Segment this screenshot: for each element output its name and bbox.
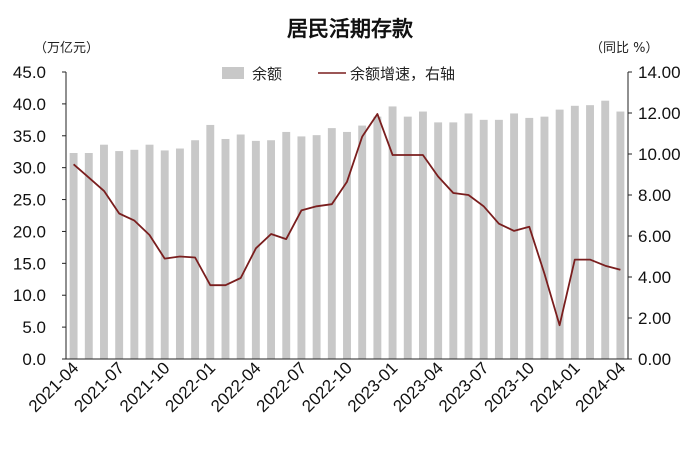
legend-bar-swatch [222, 67, 244, 79]
left-tick-label: 15.0 [13, 254, 46, 273]
bar [115, 151, 124, 359]
x-tick-label: 2021-10 [116, 358, 174, 416]
bar [282, 131, 291, 359]
left-tick-label: 20.0 [13, 222, 46, 241]
x-tick-label: 2022-01 [162, 358, 220, 416]
x-tick-label: 2022-10 [298, 358, 356, 416]
bar [388, 106, 397, 359]
bar [464, 113, 473, 359]
bar [418, 111, 427, 359]
bar [145, 144, 154, 359]
x-tick-label: 2022-07 [253, 358, 311, 416]
right-tick-label: 6.00 [638, 227, 671, 246]
bar [449, 122, 458, 359]
left-tick-label: 40.0 [13, 95, 46, 114]
bar [297, 136, 306, 359]
right-tick-label: 2.00 [638, 309, 671, 328]
legend-line-label: 余额增速，右轴 [350, 65, 455, 83]
bar [100, 144, 108, 359]
bar [403, 116, 412, 360]
bar [510, 113, 519, 359]
left-axis-unit: （万亿元） [34, 41, 99, 56]
right-tick-label: 14.00 [638, 63, 681, 82]
bar [191, 140, 200, 359]
bar [84, 152, 93, 359]
bar [358, 125, 367, 359]
left-tick-label: 10.0 [13, 286, 46, 305]
x-tick-label: 2023-10 [481, 358, 539, 416]
right-tick-label: 4.00 [638, 268, 671, 287]
legend-bar-label: 余额 [252, 65, 282, 83]
bar [130, 149, 139, 359]
bar [236, 134, 245, 359]
chart-title: 居民活期存款 [287, 17, 414, 41]
x-tick-label: 2023-07 [435, 358, 493, 416]
x-tick-label: 2023-01 [344, 358, 402, 416]
legend: 余额 余额增速，右轴 [222, 65, 455, 83]
x-tick-label: 2024-01 [526, 358, 584, 416]
x-tick-label: 2022-04 [207, 358, 265, 416]
bar [540, 116, 549, 360]
right-tick-label: 8.00 [638, 186, 671, 205]
left-tick-label: 45.0 [13, 63, 46, 82]
right-axis-ticks: 14.00 12.00 10.00 8.00 6.00 4.00 2.00 0.00 [638, 63, 681, 369]
bar [373, 116, 382, 360]
bar [343, 131, 351, 359]
bar [221, 138, 230, 359]
bar [160, 150, 169, 359]
bar [267, 140, 276, 359]
bar [434, 122, 443, 359]
bar [327, 128, 336, 359]
bar-series [69, 100, 625, 360]
left-axis-ticks: 45.0 40.0 35.0 30.0 25.0 20.0 15.0 10.0 5.0 0.0 [13, 63, 46, 369]
left-tick-label: 0.0 [22, 350, 46, 369]
right-tick-label: 0.00 [638, 350, 671, 369]
bar [555, 109, 564, 359]
left-tick-label: 25.0 [13, 191, 46, 210]
line-series [73, 113, 621, 327]
axes [62, 71, 632, 360]
bar [616, 111, 625, 359]
bar [312, 135, 321, 359]
bar [69, 152, 78, 359]
x-axis-labels: 2021-042021-072021-102022-012022-042022-… [25, 358, 629, 416]
x-tick-label: 2023-04 [389, 358, 447, 416]
bar [525, 117, 534, 359]
bar [494, 119, 503, 359]
right-tick-label: 12.00 [638, 104, 681, 123]
x-tick-label: 2021-07 [70, 358, 128, 416]
bar [479, 119, 488, 359]
bar [570, 105, 579, 360]
bar [206, 124, 215, 360]
bar [586, 105, 594, 359]
bar [601, 100, 610, 359]
left-tick-label: 35.0 [13, 127, 46, 146]
bar [175, 148, 184, 359]
left-tick-label: 5.0 [22, 318, 46, 337]
right-axis-unit: （同比 %） [590, 41, 659, 56]
left-tick-label: 30.0 [13, 159, 46, 178]
growth-line [73, 113, 621, 327]
right-tick-label: 10.00 [638, 145, 681, 164]
x-tick-label: 2024-04 [572, 358, 630, 416]
